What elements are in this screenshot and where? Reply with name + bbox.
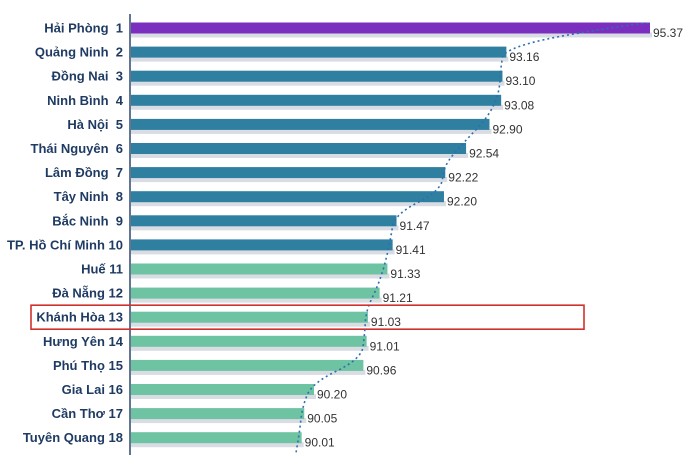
bar-shadow	[131, 442, 304, 448]
bars	[129, 14, 652, 455]
category-label: Đà Nẵng 12	[52, 286, 123, 301]
highlight-box	[30, 304, 585, 331]
category-label: Tây Ninh 8	[54, 189, 123, 204]
bar	[131, 70, 503, 82]
bar	[131, 94, 502, 106]
bar	[131, 239, 393, 251]
bar-shadow	[131, 394, 316, 399]
category-label: Khánh Hòa 13	[36, 310, 123, 325]
bar-shadow	[131, 249, 395, 255]
category-label: Hải Phòng 1	[44, 21, 123, 36]
bar-shadow	[131, 321, 370, 327]
category-label: Hưng Yên 14	[43, 334, 124, 349]
value-label: 90.96	[366, 363, 396, 377]
bar-shadow	[131, 104, 504, 110]
bar-shadow	[131, 153, 469, 158]
value-label: 91.47	[400, 219, 430, 233]
category-label: Quảng Ninh 2	[35, 45, 123, 60]
bar	[131, 118, 490, 130]
bar-shadow	[131, 128, 492, 134]
value-labels: 95.37 93.16 93.10 93.08 92.90 92.54 92.22 92.20…	[305, 26, 684, 450]
value-label: 92.22	[448, 171, 478, 185]
value-label: 91.21	[383, 291, 413, 305]
value-label: 91.03	[371, 315, 401, 329]
value-label: 92.20	[447, 195, 477, 209]
category-label: Bắc Ninh 9	[52, 213, 123, 228]
value-label: 90.20	[317, 388, 347, 402]
bar-shadow	[131, 32, 652, 38]
bar-shadow	[131, 297, 382, 303]
bar	[131, 359, 364, 371]
value-label: 92.90	[492, 122, 522, 136]
value-label: 91.01	[370, 339, 400, 353]
bar-shadow	[131, 225, 399, 231]
category-label: Gia Lai 16	[62, 382, 123, 397]
bar-shadow	[131, 201, 446, 207]
trendline	[294, 22, 649, 455]
bar	[131, 384, 314, 395]
bar	[131, 215, 397, 227]
category-label: Cần Thơ 17	[52, 406, 123, 421]
bar-shadow	[131, 80, 505, 86]
bar	[131, 263, 388, 275]
category-label: Ninh Bình 4	[47, 93, 124, 108]
bar-shadow	[131, 418, 307, 424]
bar	[131, 22, 650, 34]
category-label: Phú Thọ 15	[53, 358, 123, 373]
category-label: Thái Nguyên 6	[31, 141, 123, 156]
bar	[131, 143, 467, 154]
bar-shadow	[131, 56, 509, 62]
value-label: 93.10	[505, 74, 535, 88]
bar	[131, 432, 302, 444]
value-label: 90.01	[305, 436, 335, 450]
value-label: 92.54	[469, 147, 499, 161]
value-label: 91.33	[390, 267, 420, 281]
category-label: TP. Hồ Chí Minh 10	[7, 237, 123, 252]
bar	[131, 287, 380, 299]
bar	[131, 46, 507, 58]
bar-shadow	[131, 369, 366, 375]
category-label: Huế 11	[81, 262, 123, 277]
value-label: 91.41	[396, 243, 426, 257]
value-label: 93.16	[509, 50, 539, 64]
category-label: Lâm Đồng 7	[45, 165, 123, 180]
bar	[131, 167, 446, 179]
bar	[131, 191, 444, 203]
category-labels: Hải Phòng 1 Quảng Ninh 2 Đồng Nai 3 Ninh Bì…	[7, 21, 124, 446]
bar	[131, 335, 367, 347]
value-label: 90.05	[307, 412, 337, 426]
bar-shadow	[131, 177, 448, 183]
bar	[131, 408, 305, 420]
bar	[131, 311, 368, 323]
bar-shadow	[131, 345, 369, 351]
value-label: 95.37	[653, 26, 683, 40]
category-label: Hà Nội 5	[67, 117, 123, 132]
category-label: Đồng Nai 3	[51, 69, 123, 84]
category-label: Tuyên Quang 18	[23, 430, 123, 445]
value-label: 93.08	[504, 98, 534, 112]
bar-shadow	[131, 273, 390, 279]
